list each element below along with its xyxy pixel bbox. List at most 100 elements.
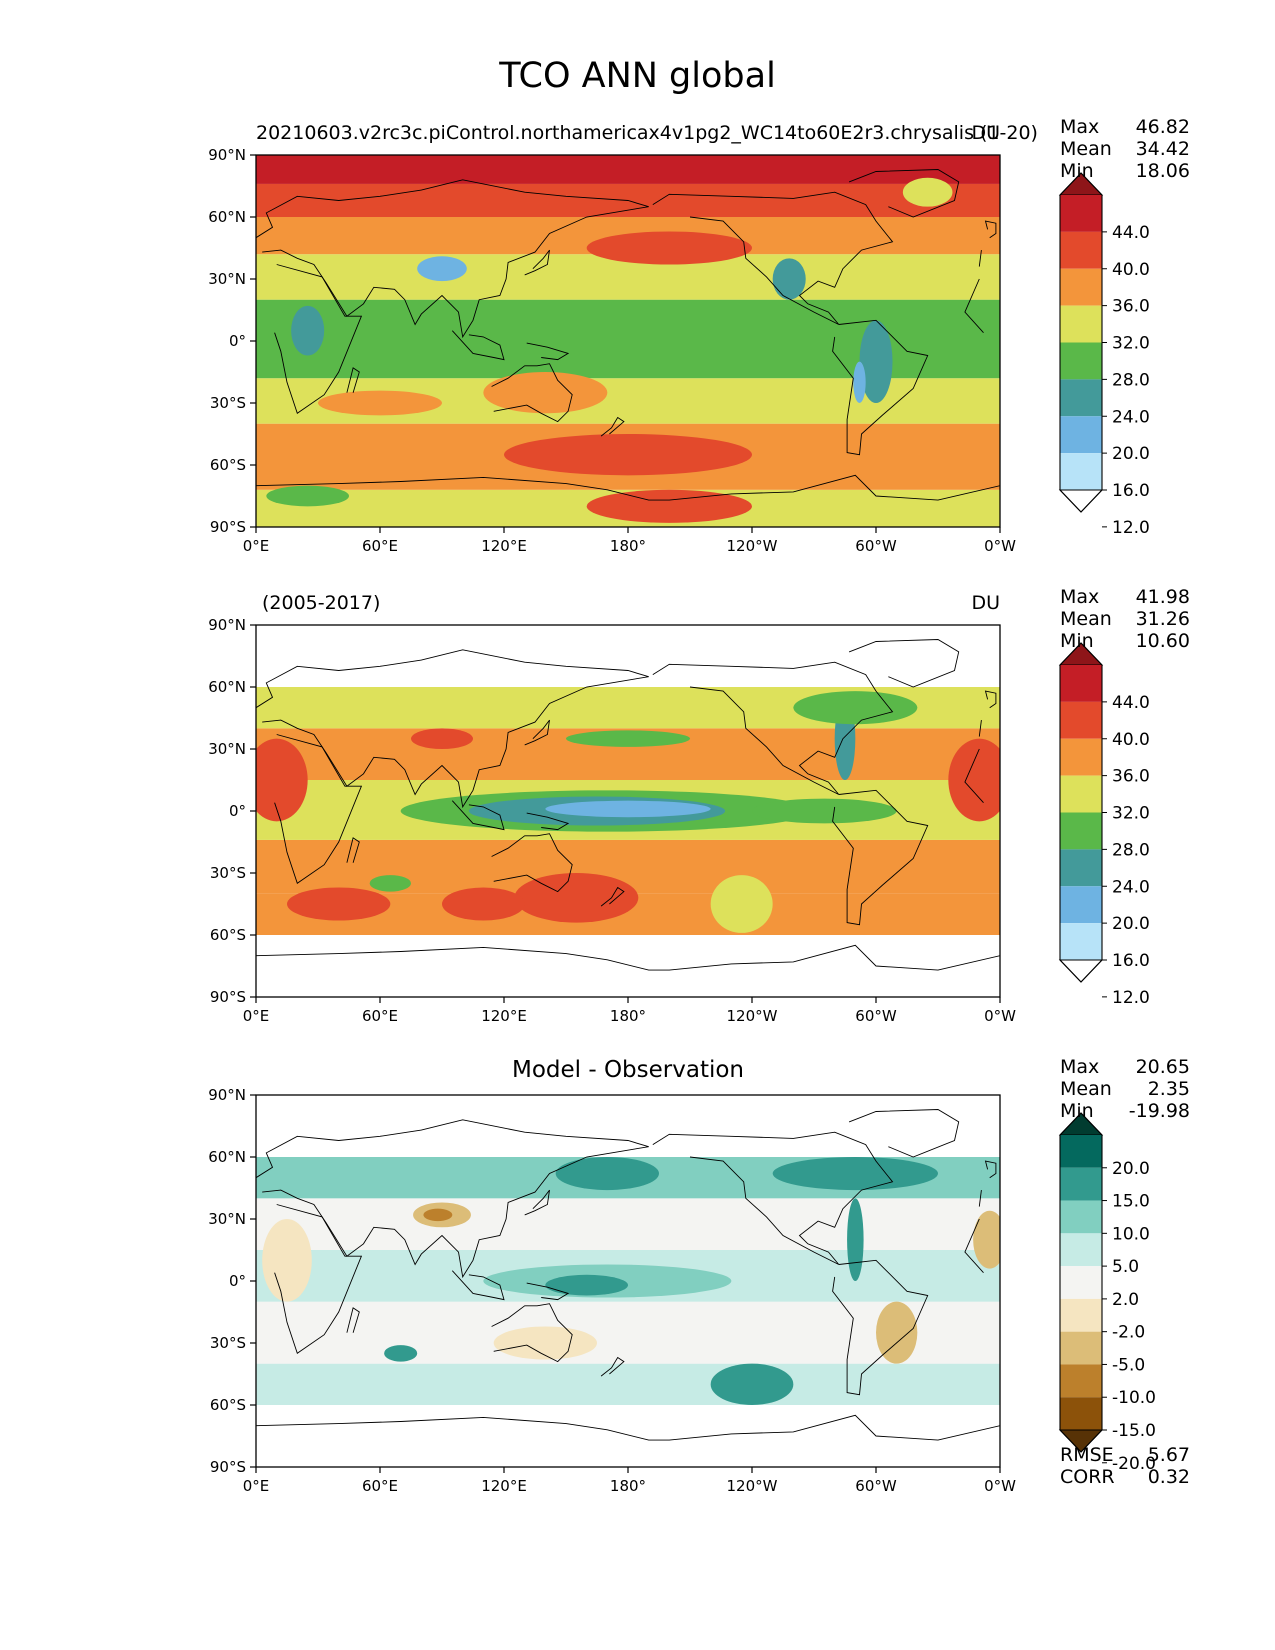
contour-band <box>256 1363 1000 1405</box>
y-tick-label: 60°S <box>210 1396 246 1414</box>
y-tick-label: 30°S <box>210 394 246 412</box>
colorbar-segment <box>1060 886 1102 924</box>
coastline-japan <box>524 1189 550 1216</box>
coastlines <box>256 639 1000 997</box>
field-group <box>256 155 1000 527</box>
coastline-africa <box>274 1204 984 1355</box>
difference-stats: Max 20.65 Mean 2.35 Min -19.98 <box>1060 1056 1190 1122</box>
stat-min: -19.98 <box>1128 1100 1190 1122</box>
colorbar-label: 12.0 <box>1112 988 1150 1008</box>
y-tick-label: 30°N <box>208 740 246 758</box>
contour-features <box>262 1157 1000 1405</box>
contour-feature <box>384 1345 418 1362</box>
stat-max: 41.98 <box>1135 586 1190 608</box>
contour-feature <box>411 728 473 749</box>
coastline-eurasia <box>256 649 982 809</box>
contour-band <box>256 1301 1000 1364</box>
x-tick-label: 120°E <box>481 1007 527 1025</box>
coastline-south-america <box>832 319 929 456</box>
colorbar-label: 16.0 <box>1112 481 1150 501</box>
colorbar-segment <box>1060 812 1102 850</box>
coastline-madagascar <box>346 367 360 393</box>
colorbar-segment <box>1060 1397 1102 1430</box>
y-tick-label: 60°N <box>208 208 246 226</box>
stat-mean: 2.35 <box>1147 1078 1190 1100</box>
model-map: 0°E 60°E 120°E 180° 120°W 60°W 0°W 90°N 60°N 30°N… <box>208 146 1150 555</box>
contour-band <box>256 1198 1000 1250</box>
colorbar-segment <box>1060 1233 1102 1267</box>
contour-feature <box>902 177 953 207</box>
observation-panel: 0°E 60°E 120°E 180° 120°W 60°W 0°W 90°N 60°N 30°N… <box>0 580 1275 1050</box>
colorbar: 44.0 40.0 36.0 32.0 28.0 24.0 20.0 16.0 12.0 <box>1058 642 1150 1008</box>
x-tick-label: 180° <box>610 1477 646 1495</box>
field-group <box>256 687 1000 935</box>
contour-feature <box>369 875 412 892</box>
contour-feature <box>876 1301 918 1364</box>
coastline-greenland <box>848 169 960 218</box>
colorbar-label: -20.0 <box>1112 1454 1156 1474</box>
x-tick-label: 0°W <box>984 537 1016 555</box>
y-tick-label: 90°S <box>210 518 246 536</box>
stat-label: Min <box>1060 630 1094 652</box>
coastline-new-guinea <box>526 342 570 361</box>
contour-feature <box>772 258 806 300</box>
colorbar-segment <box>1060 738 1102 776</box>
colorbar-label: 28.0 <box>1112 840 1150 860</box>
y-tick-label: 0° <box>229 332 246 350</box>
contour-feature <box>545 800 711 818</box>
colorbar-label: -2.0 <box>1112 1323 1145 1343</box>
stat-mean: 31.26 <box>1135 608 1190 630</box>
x-tick-label: 120°E <box>481 537 527 555</box>
colorbar-label: 36.0 <box>1112 297 1150 317</box>
colorbar-label: 15.0 <box>1112 1192 1150 1212</box>
coastline-antarctica <box>256 1414 1000 1467</box>
metric-rmse: 5.67 <box>1147 1444 1190 1466</box>
stat-label: Mean <box>1060 1078 1112 1100</box>
model-panel: 0°E 60°E 120°E 180° 120°W 60°W 0°W 90°N 60°N 30°N… <box>0 110 1275 580</box>
colorbar-label: 44.0 <box>1112 693 1150 713</box>
contour-feature <box>586 231 752 265</box>
colorbar-label: 28.0 <box>1112 370 1150 390</box>
stat-label: Max <box>1060 586 1100 608</box>
x-tick-label: 0°E <box>243 1007 270 1025</box>
contour-feature <box>266 485 349 507</box>
colorbar: 20.0 15.0 10.0 5.0 2.0 -2.0 -5.0 -10.0 -15.0 -20.… <box>1058 1112 1156 1474</box>
y-tick-label: 60°N <box>208 1148 246 1166</box>
contour-band <box>256 155 1000 184</box>
colorbar-label: 20.0 <box>1112 444 1150 464</box>
colorbar-segment <box>1060 849 1102 887</box>
x-tick-label: 120°W <box>727 537 778 555</box>
coastline-indonesia <box>451 1270 505 1301</box>
colorbar-label: -5.0 <box>1112 1355 1145 1375</box>
stat-label: Max <box>1060 1056 1100 1078</box>
y-tick-label: 90°N <box>208 146 246 164</box>
coastline-north-america <box>652 191 894 325</box>
coastline-greenland <box>848 1109 960 1158</box>
y-tick-label: 90°N <box>208 1086 246 1104</box>
contour-feature <box>948 738 1000 822</box>
coastline-new-guinea <box>526 1282 570 1301</box>
contour-feature <box>514 873 639 923</box>
coastline-new-zealand <box>600 886 625 907</box>
x-tick-label: 60°W <box>855 1477 897 1495</box>
x-tick-label: 60°E <box>362 1477 398 1495</box>
y-tick-label: 90°S <box>210 988 246 1006</box>
coastline-madagascar <box>346 837 360 863</box>
coastline-greenland <box>848 639 960 688</box>
contour-feature <box>973 1210 1000 1269</box>
colorbar-label: 32.0 <box>1112 804 1150 824</box>
coastline-eurasia <box>256 1119 982 1279</box>
colorbar-segment <box>1060 1167 1102 1201</box>
observation-units: DU <box>971 592 1000 614</box>
observation-map: 0°E 60°E 120°E 180° 120°W 60°W 0°W 90°N 60°N 30°N… <box>208 616 1150 1025</box>
difference-metrics: RMSE 5.67 CORR 0.32 <box>1060 1444 1190 1488</box>
y-tick-label: 0° <box>229 1272 246 1290</box>
contour-feature <box>859 320 893 403</box>
difference-panel: 0°E 60°E 120°E 180° 120°W 60°W 0°W 90°N 60°N 30°N… <box>0 1050 1275 1520</box>
contour-feature <box>545 1274 629 1296</box>
contour-feature <box>442 887 525 921</box>
observation-stats: Max 41.98 Mean 31.26 Min 10.60 <box>1060 586 1190 652</box>
colorbar-segment <box>1060 305 1102 343</box>
contour-feature <box>566 730 690 747</box>
colorbar-segment <box>1060 1266 1102 1299</box>
